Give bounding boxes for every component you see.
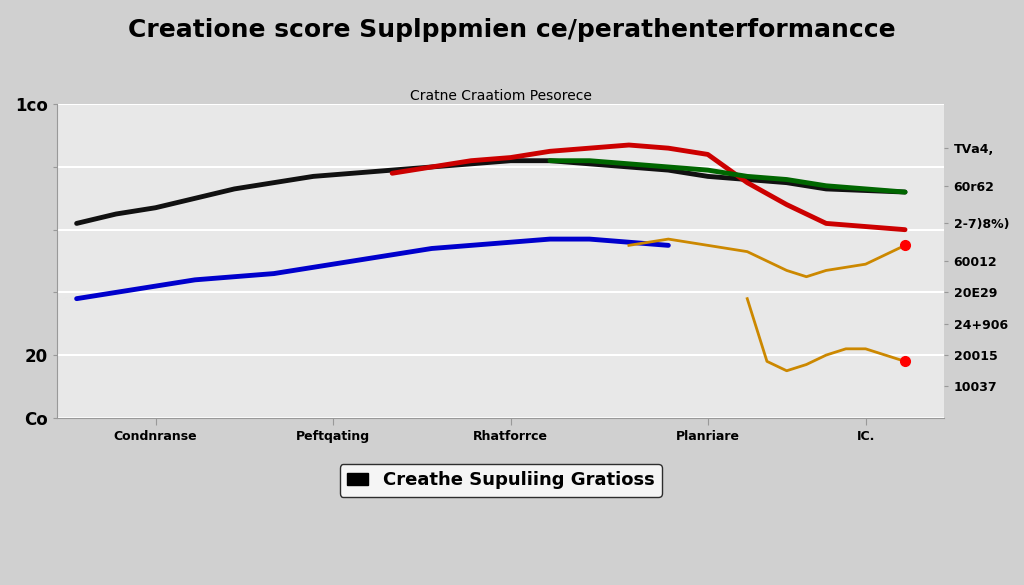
Text: Creatione score Suplppmien ce/perathenterformancce: Creatione score Suplppmien ce/perathente…: [128, 18, 896, 42]
Title: Cratne Craatiom Pesorece: Cratne Craatiom Pesorece: [410, 89, 592, 103]
Legend: Creathe Supuliing Gratioss: Creathe Supuliing Gratioss: [340, 464, 662, 497]
